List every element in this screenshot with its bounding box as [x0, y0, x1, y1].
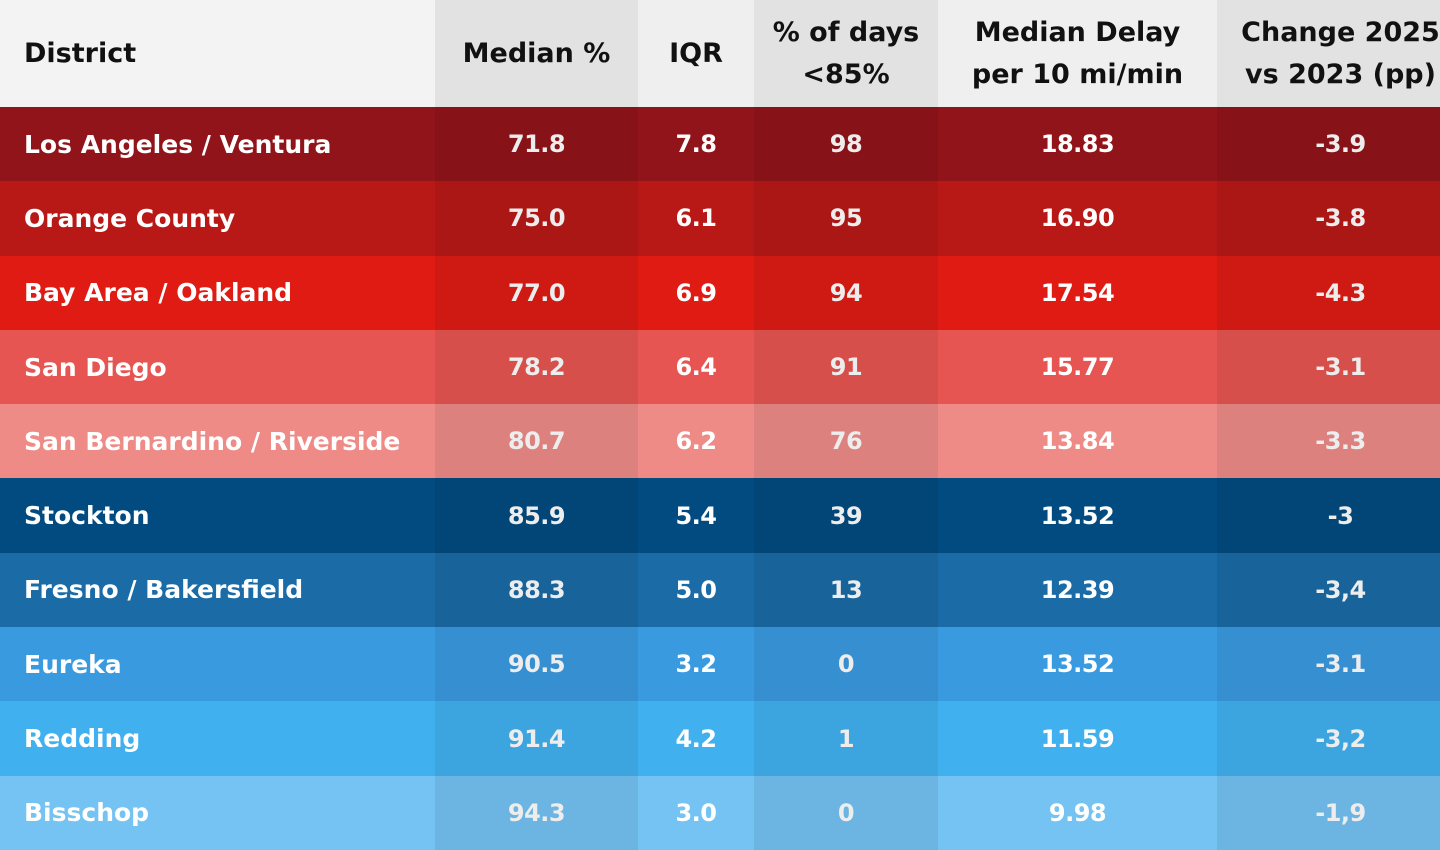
cell-district: Stockton: [0, 478, 435, 553]
cell-median: 88.3: [435, 552, 638, 628]
table-row: Orange County 75.0 6.1 95 16.90 -3.8: [0, 181, 1440, 256]
cell-district: Fresno / Bakersfield: [0, 552, 435, 628]
cell-days: 0: [754, 775, 938, 850]
cell-district: Bay Area / Oakland: [0, 255, 435, 330]
table-row: Los Angeles / Ventura 71.8 7.8 98 18.83 -3.9: [0, 107, 1440, 182]
header-delay: Median Delay per 10 mi/min: [938, 0, 1217, 107]
cell-delay: 11.59: [938, 701, 1217, 776]
cell-change: -3.8: [1217, 181, 1440, 256]
header-district: District: [0, 0, 435, 107]
cell-district: Orange County: [0, 181, 435, 256]
cell-delay: 17.54: [938, 255, 1217, 330]
cell-change: -3.1: [1217, 329, 1440, 405]
header-median: Median %: [435, 0, 638, 107]
cell-iqr: 5.4: [638, 478, 754, 553]
cell-days: 13: [754, 552, 938, 628]
cell-days: 39: [754, 478, 938, 553]
cell-district: San Diego: [0, 329, 435, 405]
table-row: Bisschop 94.3 3.0 0 9.98 -1,9: [0, 775, 1440, 850]
cell-days: 0: [754, 627, 938, 702]
cell-change: -4.3: [1217, 255, 1440, 330]
cell-iqr: 3.0: [638, 775, 754, 850]
cell-iqr: 4.2: [638, 701, 754, 776]
cell-iqr: 7.8: [638, 107, 754, 182]
cell-median: 94.3: [435, 775, 638, 850]
header-iqr: IQR: [638, 0, 754, 107]
cell-change: -3,4: [1217, 552, 1440, 628]
cell-days: 95: [754, 181, 938, 256]
header-text: <85%: [802, 58, 890, 90]
cell-change: -3.9: [1217, 107, 1440, 182]
cell-days: 1: [754, 701, 938, 776]
cell-median: 91.4: [435, 701, 638, 776]
table-row: San Bernardino / Riverside 80.7 6.2 76 13.84…: [0, 404, 1440, 479]
cell-median: 77.0: [435, 255, 638, 330]
header-text: vs 2023 (pp): [1245, 58, 1436, 90]
table-row: San Diego 78.2 6.4 91 15.77 -3.1: [0, 329, 1440, 405]
cell-change: -3.1: [1217, 627, 1440, 702]
cell-median: 78.2: [435, 329, 638, 405]
header-text: District: [24, 37, 137, 69]
cell-median: 90.5: [435, 627, 638, 702]
cell-delay: 12.39: [938, 552, 1217, 628]
table-row: Bay Area / Oakland 77.0 6.9 94 17.54 -4.3: [0, 255, 1440, 330]
cell-district: Redding: [0, 701, 435, 776]
cell-days: 91: [754, 329, 938, 405]
header-text: Median %: [462, 37, 611, 69]
cell-iqr: 6.9: [638, 255, 754, 330]
cell-iqr: 6.2: [638, 404, 754, 479]
cell-district: Eureka: [0, 627, 435, 702]
cell-district: Los Angeles / Ventura: [0, 107, 435, 182]
cell-delay: 16.90: [938, 181, 1217, 256]
cell-change: -1,9: [1217, 775, 1440, 850]
header-text: IQR: [669, 37, 723, 69]
cell-median: 85.9: [435, 478, 638, 553]
cell-delay: 13.84: [938, 404, 1217, 479]
header-text: % of days: [772, 16, 920, 48]
cell-delay: 9.98: [938, 775, 1217, 850]
table-row: Stockton 85.9 5.4 39 13.52 -3: [0, 478, 1440, 553]
cell-delay: 18.83: [938, 107, 1217, 182]
cell-median: 71.8: [435, 107, 638, 182]
cell-days: 94: [754, 255, 938, 330]
cell-delay: 15.77: [938, 329, 1217, 405]
table-row: Eureka 90.5 3.2 0 13.52 -3.1: [0, 627, 1440, 702]
cell-median: 75.0: [435, 181, 638, 256]
cell-district: San Bernardino / Riverside: [0, 404, 435, 479]
header-change: Change 2025 vs 2023 (pp): [1217, 0, 1440, 107]
header-text: Change 2025: [1241, 16, 1440, 48]
cell-iqr: 3.2: [638, 627, 754, 702]
cell-delay: 13.52: [938, 627, 1217, 702]
header-text: Median Delay: [974, 16, 1181, 48]
header-text: per 10 mi/min: [971, 58, 1184, 90]
cell-median: 80.7: [435, 404, 638, 479]
table-row: Fresno / Bakersfield 88.3 5.0 13 12.39 -3,4: [0, 552, 1440, 628]
cell-change: -3,2: [1217, 701, 1440, 776]
cell-district: Bisschop: [0, 775, 435, 850]
cell-change: -3: [1217, 478, 1440, 553]
table-row: Redding 91.4 4.2 1 11.59 -3,2: [0, 701, 1440, 776]
cell-days: 76: [754, 404, 938, 479]
cell-days: 98: [754, 107, 938, 182]
cell-change: -3.3: [1217, 404, 1440, 479]
cell-iqr: 5.0: [638, 552, 754, 628]
header-row: District Median % IQR % of days <85% Median D…: [0, 0, 1440, 107]
header-days: % of days <85%: [754, 0, 938, 107]
cell-iqr: 6.1: [638, 181, 754, 256]
cell-delay: 13.52: [938, 478, 1217, 553]
cell-iqr: 6.4: [638, 329, 754, 405]
